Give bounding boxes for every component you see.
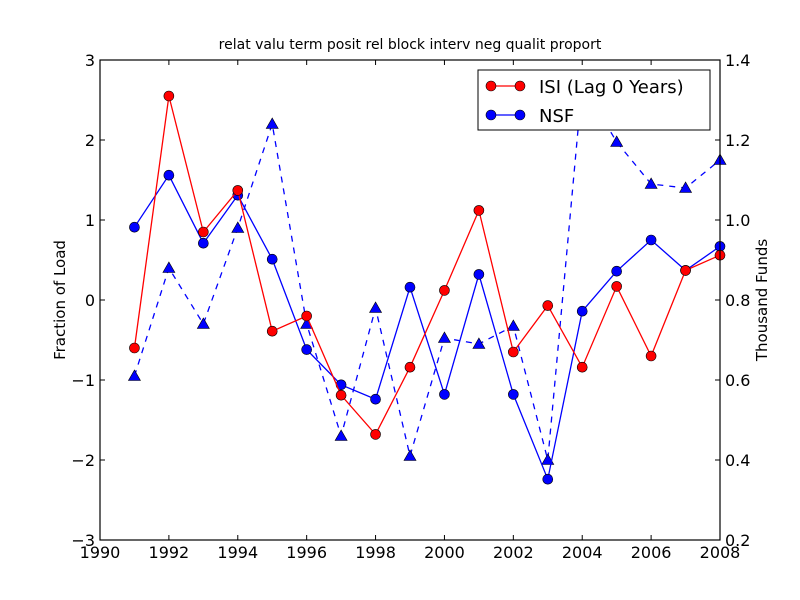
legend-item: ISI (Lag 0 Years) [485,77,684,98]
y-tick-label: 1 [85,211,95,230]
data-point [542,300,554,311]
data-point [129,342,140,354]
data-point [680,265,691,276]
data-point [403,449,417,461]
data-point [473,269,485,280]
data-point [301,344,312,355]
series-layer [127,77,727,485]
x-tick-label: 2002 [493,543,534,562]
y2-tick-label: 0.8 [725,291,750,310]
data-point [576,361,588,373]
x-tick-label: 1996 [286,543,327,562]
x-tick-label: 1992 [149,543,190,562]
data-point [232,185,244,196]
ticks-layer: 1990 1992 1994 1996 1998 2000 2002 2004 2006 2008… [71,51,750,562]
data-point [611,281,622,292]
data-point [404,361,416,373]
data-point [301,310,312,322]
legend-label: NSF [539,106,574,127]
y-axis-title: Fraction of Load [51,240,69,360]
x-tick-label: 1994 [217,543,258,562]
series-line [133,173,721,482]
data-point [198,237,209,249]
legend-marker-start [485,80,497,92]
data-point [196,317,210,329]
legend-marker-end [514,109,526,121]
data-point [542,473,554,485]
y2-tick-label: 0.6 [725,371,750,390]
x-tick-label: 1998 [355,543,396,562]
x-tick-label: 1990 [80,543,121,562]
data-point [679,181,693,193]
data-point [163,90,175,102]
data-point [508,389,519,400]
y2-tick-label: 1.4 [725,51,750,70]
data-point [266,325,278,337]
y2-axis-title: Thousand Funds [753,239,771,362]
y2-tick-label: 1.2 [725,131,750,150]
data-point [644,177,658,189]
data-point [127,369,141,381]
data-point [334,429,348,441]
y-tick-label: 0 [85,291,95,310]
data-point [404,281,416,293]
data-point [370,393,381,405]
data-point [439,389,450,400]
y2-tick-label: 1.0 [725,211,750,230]
data-point [198,226,209,238]
data-point [265,117,279,129]
data-point [645,234,657,246]
data-point [611,265,622,277]
data-point [439,285,450,296]
series-line [133,81,721,461]
legend: ISI (Lag 0 Years) NSF [477,69,711,131]
data-point [473,205,485,216]
data-point [129,221,140,233]
data-point [576,305,588,317]
series-isi-lag-0-years [129,90,726,440]
x-tick-label: 2006 [631,543,672,562]
legend-box [477,69,711,131]
y-tick-label: −1 [71,371,95,390]
data-point [506,319,520,331]
data-point [645,350,657,362]
legend-marker-end [514,80,526,92]
data-point [266,253,278,265]
x-tick-label: 2004 [562,543,603,562]
y-tick-label: −3 [71,531,95,550]
y2-tick-label: 0.2 [725,531,750,550]
chart-title: relat valu term posit rel block interv n… [219,37,602,53]
data-point [437,331,451,343]
legend-item: NSF [485,106,574,127]
legend-label: ISI (Lag 0 Years) [539,77,684,98]
y2-tick-label: 0.4 [725,451,750,470]
data-point [472,337,486,349]
data-point [369,301,383,313]
y-tick-label: 3 [85,51,95,70]
y-tick-label: −2 [71,451,95,470]
legend-marker-start [485,109,497,121]
y-tick-label: 2 [85,131,95,150]
data-point [370,429,381,440]
data-point [610,135,624,147]
data-point [163,169,175,181]
x-tick-label: 2000 [424,543,465,562]
data-point [162,261,176,273]
x-tick-label: 2008 [700,543,741,562]
data-point [508,346,519,358]
data-point [335,389,347,401]
series-line [133,95,721,436]
data-point [231,221,245,233]
